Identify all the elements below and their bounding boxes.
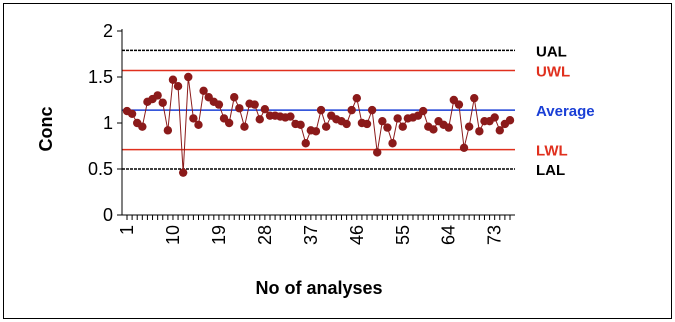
reference-labels: UAL UWL Average LWL LAL	[536, 43, 595, 179]
data-point	[398, 122, 407, 131]
data-point	[194, 120, 203, 130]
ref-label-uwl: UWL	[536, 64, 570, 81]
data-point	[224, 118, 234, 128]
data-point	[189, 114, 198, 123]
data-point	[459, 143, 469, 153]
data-point	[199, 86, 208, 96]
ref-label-ual: UAL	[536, 43, 567, 60]
data-point	[127, 109, 137, 119]
x-tick-label: 46	[347, 225, 367, 245]
data-point	[296, 120, 305, 130]
data-point	[464, 122, 474, 131]
data-point	[286, 112, 295, 121]
data-point	[138, 122, 147, 131]
data-point	[173, 82, 183, 91]
data-series	[122, 72, 515, 177]
data-point	[383, 123, 392, 132]
data-point	[321, 122, 331, 131]
data-point	[367, 105, 377, 115]
x-tick-label: 19	[209, 225, 229, 245]
axes: 0 0.5 1 1.5 2 1 10 19 28 37 46 55 64 73	[88, 21, 515, 245]
chart-frame: Conc No of analyses 0 0.5 1 1.5 2 1 10 19 28 37 46…	[3, 3, 672, 319]
data-point	[418, 106, 428, 116]
data-point	[444, 123, 453, 132]
data-point	[260, 105, 270, 114]
data-point	[214, 100, 224, 109]
x-tick-label: 64	[439, 225, 459, 245]
data-point	[393, 114, 402, 123]
ref-label-average: Average	[536, 103, 595, 120]
data-point	[168, 75, 178, 84]
data-point	[158, 98, 167, 107]
y-tick-label: 2	[103, 21, 113, 41]
control-chart: Conc No of analyses 0 0.5 1 1.5 2 1 10 19 28 37 46…	[36, 21, 595, 298]
data-point	[255, 115, 264, 124]
data-point	[250, 100, 259, 109]
data-point	[378, 116, 387, 126]
data-point	[301, 139, 310, 148]
data-point	[362, 119, 372, 129]
data-point	[316, 105, 326, 115]
data-point	[475, 127, 484, 136]
data-point	[311, 127, 321, 136]
data-point	[163, 126, 173, 135]
data-point	[178, 168, 188, 177]
y-tick-label: 1.5	[88, 67, 113, 87]
data-point	[429, 125, 438, 134]
data-point	[388, 139, 397, 148]
x-tick-label: 37	[301, 225, 321, 245]
data-point	[347, 105, 356, 115]
x-tick-label: 28	[255, 225, 275, 245]
data-point	[352, 93, 361, 103]
data-point	[230, 93, 239, 102]
y-tick-label: 0	[103, 205, 113, 225]
data-point	[153, 91, 162, 100]
x-tick-label: 10	[163, 225, 183, 245]
data-point	[235, 104, 244, 113]
data-point	[470, 93, 479, 103]
ref-label-lwl: LWL	[536, 143, 568, 160]
x-tick-label: 55	[393, 225, 413, 245]
x-axis-title: No of analyses	[255, 278, 382, 298]
y-axis-title: Conc	[36, 107, 56, 152]
y-tick-label: 1	[103, 113, 113, 133]
series-line	[126, 76, 511, 173]
data-point	[505, 116, 515, 125]
data-point	[240, 122, 249, 131]
data-point	[184, 72, 193, 82]
data-point	[454, 100, 464, 109]
data-point	[342, 119, 351, 129]
y-tick-label: 0.5	[88, 159, 113, 179]
x-tick-label: 73	[485, 225, 505, 245]
x-tick-label: 1	[117, 225, 137, 235]
data-point	[490, 113, 499, 122]
data-point	[495, 126, 504, 135]
ref-label-lal: LAL	[536, 162, 565, 179]
data-point	[373, 148, 382, 157]
